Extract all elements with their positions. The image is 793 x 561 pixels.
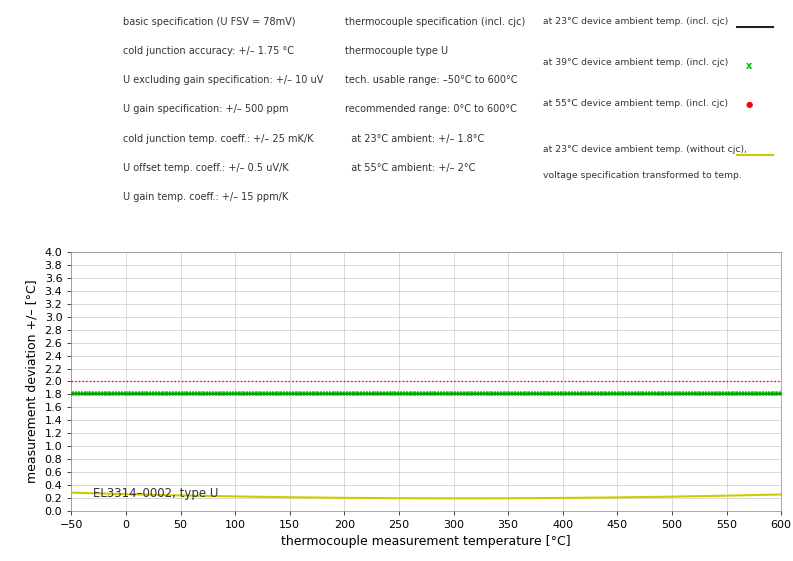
X-axis label: thermocouple measurement temperature [°C]: thermocouple measurement temperature [°C… (282, 535, 571, 548)
Text: U gain specification: +/– 500 ppm: U gain specification: +/– 500 ppm (123, 104, 289, 114)
Text: at 39°C device ambient temp. (incl. cjc): at 39°C device ambient temp. (incl. cjc) (543, 58, 729, 67)
Text: basic specification (U FSV = 78mV): basic specification (U FSV = 78mV) (123, 17, 296, 27)
Text: cold junction temp. coeff.: +/– 25 mK/K: cold junction temp. coeff.: +/– 25 mK/K (123, 134, 313, 144)
Text: thermocouple specification (incl. cjc): thermocouple specification (incl. cjc) (345, 17, 525, 27)
Text: EL3314–0002, type U: EL3314–0002, type U (94, 486, 219, 499)
Text: voltage specification transformed to temp.: voltage specification transformed to tem… (543, 172, 742, 181)
Text: at 55°C ambient: +/– 2°C: at 55°C ambient: +/– 2°C (345, 163, 475, 173)
Text: thermocouple type U: thermocouple type U (345, 46, 448, 56)
Text: x: x (746, 61, 753, 71)
Y-axis label: measurement deviation +/– [°C]: measurement deviation +/– [°C] (26, 280, 39, 483)
Text: at 23°C device ambient temp. (without cjc),: at 23°C device ambient temp. (without cj… (543, 145, 747, 154)
Text: U excluding gain specification: +/– 10 uV: U excluding gain specification: +/– 10 u… (123, 75, 324, 85)
Text: at 23°C ambient: +/– 1.8°C: at 23°C ambient: +/– 1.8°C (345, 134, 485, 144)
Text: recommended range: 0°C to 600°C: recommended range: 0°C to 600°C (345, 104, 517, 114)
Text: tech. usable range: –50°C to 600°C: tech. usable range: –50°C to 600°C (345, 75, 518, 85)
Text: U offset temp. coeff.: +/– 0.5 uV/K: U offset temp. coeff.: +/– 0.5 uV/K (123, 163, 289, 173)
Text: U gain temp. coeff.: +/– 15 ppm/K: U gain temp. coeff.: +/– 15 ppm/K (123, 192, 288, 202)
Text: ●: ● (745, 100, 753, 109)
Text: cold junction accuracy: +/– 1.75 °C: cold junction accuracy: +/– 1.75 °C (123, 46, 294, 56)
Text: at 23°C device ambient temp. (incl. cjc): at 23°C device ambient temp. (incl. cjc) (543, 17, 729, 26)
Text: at 55°C device ambient temp. (incl. cjc): at 55°C device ambient temp. (incl. cjc) (543, 99, 728, 108)
